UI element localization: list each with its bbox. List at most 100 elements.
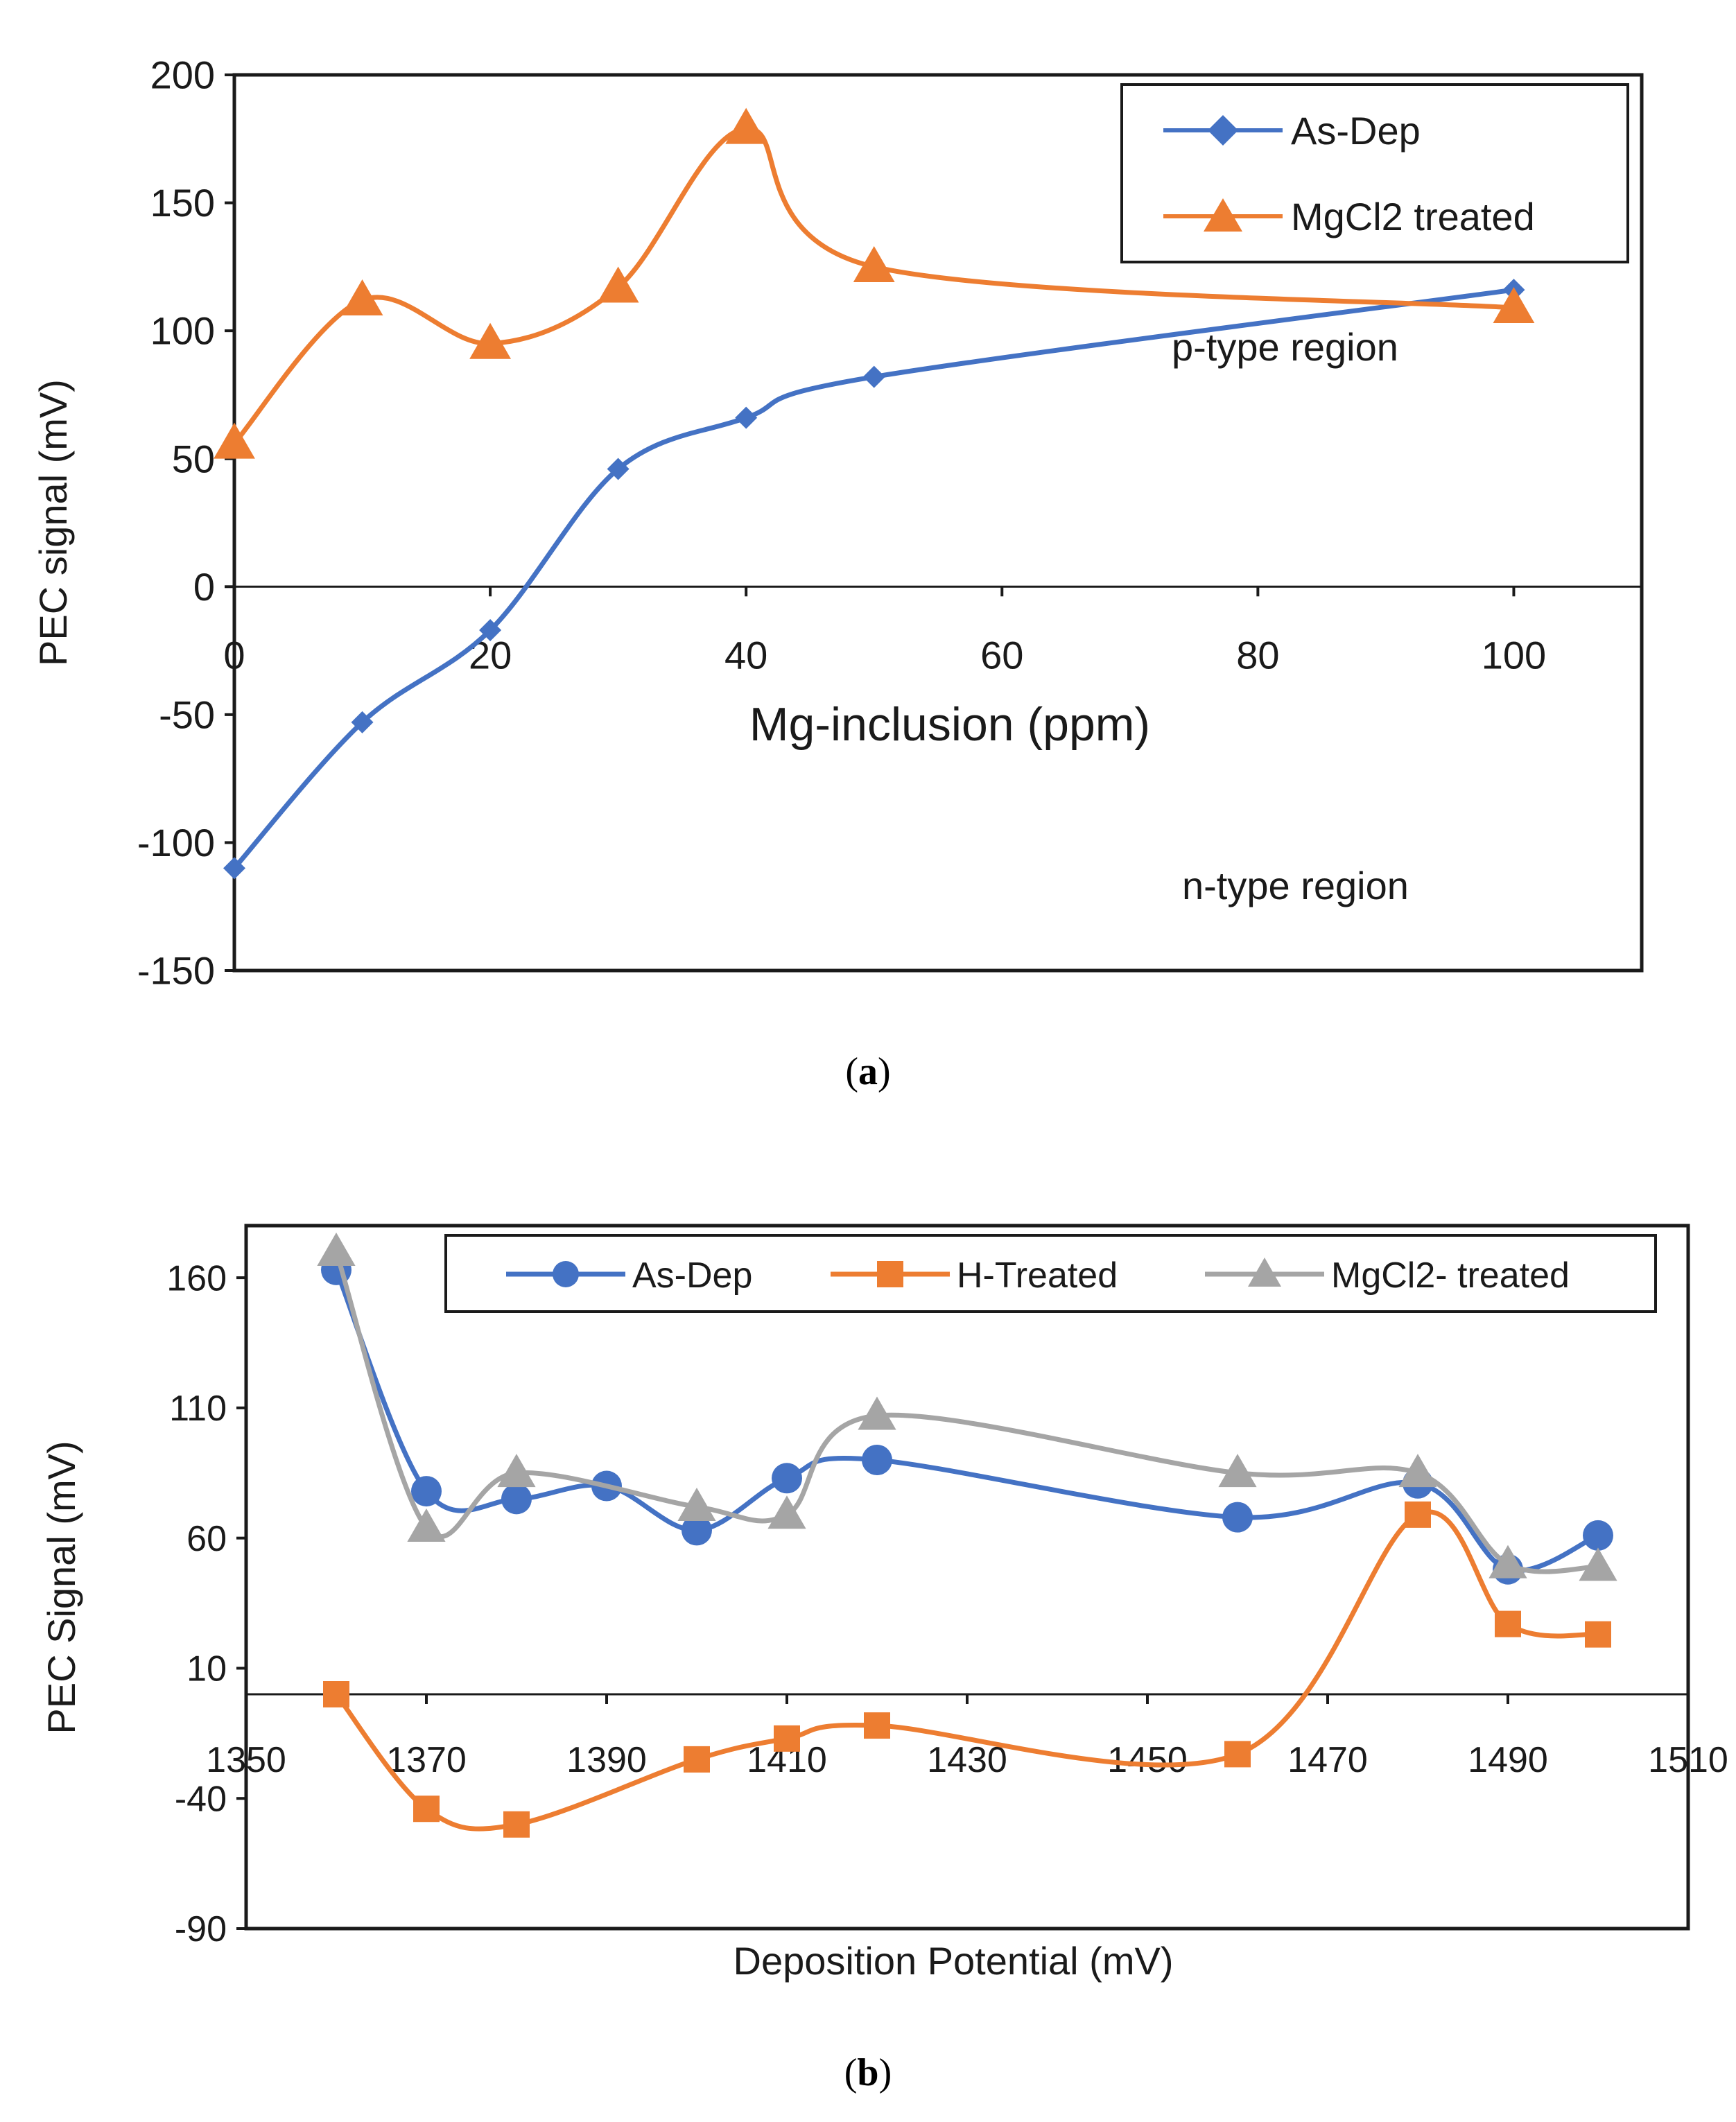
chart-b-x-axis-label: Deposition Potential (mV) [734,1939,1174,1983]
chart-a-annotation-n-type: n-type region [1182,864,1409,907]
x-tick-label: 1430 [927,1740,1007,1780]
y-tick-label: -50 [159,693,215,736]
chart-b-y-axis-label: PEC Signal (mV) [40,1441,83,1734]
chart-b-y-ticks: 160 110 60 10 -40 -90 [166,1258,246,1949]
chart-b-x-ticks: 1350 1370 1390 1410 1430 1450 1470 1490 1510 [206,1694,1728,1780]
x-tick-label: 100 [1482,633,1546,677]
series-line-as-dep [232,287,1516,871]
legend-marker-diamond [1208,115,1238,146]
chart-b-series [317,1232,1617,1838]
chart-a-x-ticks: 0 20 40 60 80 100 [223,586,1546,677]
data-point-h-treated [1585,1621,1611,1648]
data-point-mgcl2-treated [341,279,383,315]
y-tick-label: 50 [172,437,215,480]
y-tick-label: 10 [186,1649,227,1689]
data-point-h-treated [413,1795,440,1823]
y-tick-label: 60 [186,1519,227,1559]
legend-b-label-mgcl2-treated: MgCl2- treated [1331,1255,1570,1296]
x-tick-label: 80 [1236,633,1279,677]
panel-label-a: (a) [845,1050,890,1093]
data-point-mgcl2-treated [1218,1454,1257,1488]
x-tick-label: 1450 [1107,1740,1188,1780]
x-tick-label: 1490 [1468,1740,1548,1780]
x-tick-label: 1470 [1287,1740,1368,1780]
data-point-mgcl2-treated [677,1488,716,1521]
legend-label-mgcl2-treated: MgCl2 treated [1291,195,1535,238]
legend-b-marker-circle [553,1261,579,1287]
data-point-h-treated [684,1746,710,1773]
data-point-h-treated [864,1712,890,1739]
data-point-as-dep [479,619,502,642]
chart-b-legend: As-Dep H-Treated MgCl2- treated [444,1234,1657,1313]
data-point-as-dep [735,406,758,429]
y-tick-label: 0 [193,565,215,609]
y-tick-label: 200 [150,53,215,97]
data-point-mgcl2-treated [317,1232,356,1266]
chart-a-y-ticks: 200 150 100 50 0 -50 -100 -150 [137,53,234,993]
data-point-mgcl2-treated [858,1396,896,1430]
x-tick-label: 40 [724,633,767,677]
chart-a-legend: As-Dep MgCl2 treated [1120,83,1629,263]
y-tick-label: 100 [150,309,215,353]
data-point-mgcl2-treated [853,245,895,282]
data-point-mgcl2-treated [469,322,511,359]
legend-marker-triangle [1204,198,1242,232]
data-point-h-treated [503,1811,530,1838]
y-tick-label: -90 [175,1909,227,1949]
data-point-mgcl2-treated [1398,1454,1437,1488]
data-point-mgcl2-treated [407,1508,446,1542]
chart-a-annotation-p-type: p-type region [1172,325,1398,369]
chart-a-y-axis-label: PEC signal (mV) [31,379,75,666]
y-tick-label: 150 [150,181,215,225]
data-point-as-dep [1583,1520,1613,1551]
data-point-mgcl2-treated [1488,1545,1527,1579]
data-point-mgcl2-treated [597,266,639,303]
legend-b-marker-triangle [1248,1258,1281,1287]
chart-a-x-axis-label: Mg-inclusion (ppm) [749,698,1150,751]
panel-label-b: (b) [844,2051,892,2094]
x-tick-label: 1350 [206,1740,286,1780]
data-point-h-treated [1495,1610,1521,1637]
y-tick-label: 110 [169,1389,227,1429]
data-point-mgcl2-treated [214,422,255,459]
legend-b-label-h-treated: H-Treated [957,1255,1118,1296]
legend-label-as-dep: As-Dep [1291,109,1421,153]
data-point-as-dep [607,458,630,480]
data-point-as-dep [351,711,374,733]
x-tick-label: 1370 [386,1740,467,1780]
x-tick-label: 1390 [566,1740,647,1780]
x-tick-label: 1510 [1648,1740,1728,1780]
chart-a-legend-box [1120,83,1629,263]
data-point-h-treated [323,1681,349,1707]
data-point-as-dep [862,365,885,388]
data-point-as-dep [1222,1502,1253,1533]
data-point-h-treated [774,1725,800,1752]
chart-a-plot-area [232,73,1644,973]
data-point-as-dep [411,1476,442,1507]
data-point-mgcl2-treated [767,1495,806,1529]
data-point-as-dep [223,857,245,880]
x-tick-label: 60 [980,633,1023,677]
data-point-h-treated [1224,1741,1251,1768]
series-line-h-treated [333,1509,1601,1832]
chart-a-series [214,107,1535,880]
data-point-mgcl2-treated [725,107,767,144]
data-point-mgcl2-treated [1493,287,1535,324]
data-point-h-treated [1405,1501,1431,1528]
chart-b-legend-box [444,1234,1657,1313]
data-point-as-dep [501,1484,532,1515]
y-tick-label: -150 [137,949,215,993]
data-point-mgcl2-treated [1579,1547,1617,1581]
data-point-as-dep [772,1463,802,1494]
series-line-mgcl2-treated [232,126,1516,446]
legend-b-marker-square [877,1261,903,1287]
data-point-as-dep [862,1445,892,1475]
data-point-as-dep [682,1515,712,1546]
data-point-mgcl2-treated [497,1454,536,1488]
legend-b-label-as-dep: As-Dep [632,1255,752,1296]
x-tick-label: 0 [223,633,245,677]
y-tick-label: 160 [166,1258,227,1298]
